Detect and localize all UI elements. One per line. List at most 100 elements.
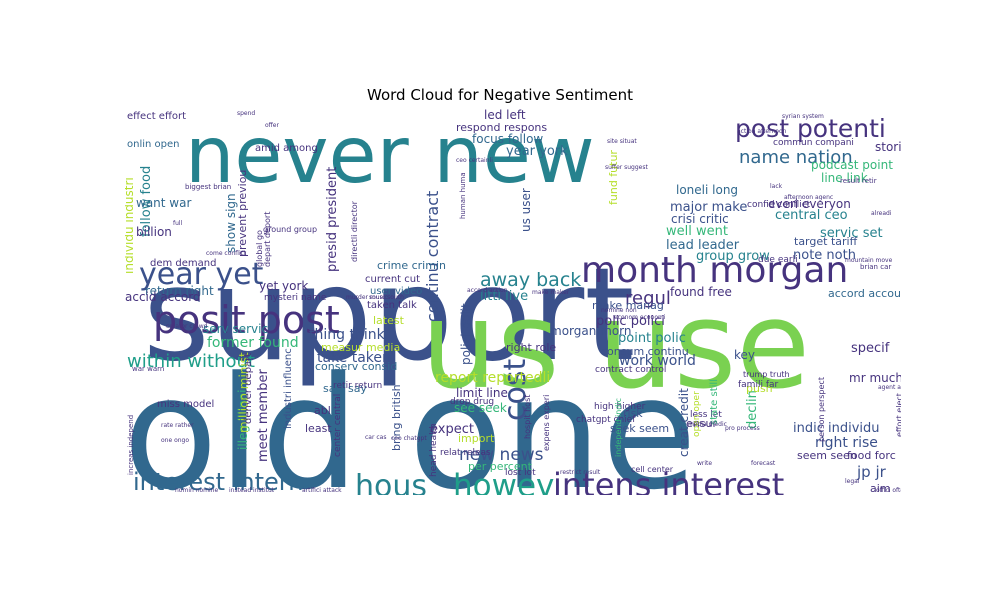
cloud-word: name nation [739,147,853,168]
cloud-word: regul [625,288,671,309]
cloud-word: chatgpt chief [576,415,636,425]
cloud-word: miss model [157,399,214,410]
cloud-word: support [143,241,634,390]
cloud-word: come conflict [206,250,247,257]
cloud-word: fund futur [607,150,620,205]
cloud-word: meet member [256,369,271,462]
cloud-word: car cas [365,434,386,441]
cloud-word: jp jr [856,463,887,481]
cloud-word: least [305,422,332,435]
cloud-word: interest intern [133,468,303,495]
cloud-word: directli director [350,200,359,262]
cloud-word: commun compani [773,138,854,148]
cloud-word: declin [745,390,760,429]
cloud-word: million minist [237,352,251,433]
cloud-word: us use [421,277,810,416]
cloud-word: seem seen [797,449,857,462]
cloud-word: agent ann [878,384,901,391]
cloud-word: artifici attack [302,487,342,494]
cloud-word: year york [506,144,568,159]
cloud-word: per percent [468,460,533,473]
cloud-word: ceo certainli [456,157,493,164]
cloud-word: hous [355,469,427,495]
cloud-word: return right [145,284,214,298]
cloud-word: taken talk [367,300,417,311]
cloud-word: month morgan [581,250,848,291]
cloud-word: creat credit [677,388,691,457]
cloud-word: target tariff [794,235,858,248]
cloud-word: found free [670,285,732,299]
cloud-word: central ceo [775,208,848,223]
cloud-word: instead institut [229,487,275,494]
cloud-word: write [697,460,712,467]
cloud-word: abl [314,404,331,417]
cloud-word: head health [429,423,439,477]
cloud-word: murder music [346,294,388,301]
cloud-word: expect [430,422,474,437]
cloud-word: within without [127,351,255,372]
cloud-word: led left [484,108,526,122]
cloud-word: consum continu [601,345,689,358]
cloud-word: aim [870,482,891,495]
cloud-word: effort elect [895,393,901,437]
cloud-word: work world [619,353,696,369]
cloud-word: biggest brian [185,183,231,191]
cloud-word: everi everyon [768,197,851,211]
cloud-word: offer [265,122,279,129]
cloud-word: nomine non [601,307,637,314]
cloud-word: bring british [390,384,403,451]
cloud-word: take taken [317,350,391,366]
cloud-word: focus follow [472,132,543,146]
cloud-word: result retir [840,177,877,185]
cloud-word: confid conflict [747,200,811,210]
cloud-word: human huma [459,172,467,219]
cloud-word: ceo chatgpt [391,435,427,442]
cloud-word: well went [666,224,728,239]
cloud-word: see seek [454,401,507,415]
cloud-word: billion [136,225,172,239]
cloud-word: loneli long [676,183,738,197]
cloud-word: lost lot [505,468,536,478]
cloud-word: offici often [876,487,901,494]
cloud-word: one ongo [161,437,189,444]
cloud-word: expens experi [542,395,551,451]
cloud-word: pro process [725,425,760,432]
cloud-word: legal [845,478,860,485]
cloud-word: measur media [321,341,400,354]
cloud-word: away back [480,269,581,291]
cloud-word: amid among [255,143,318,154]
cloud-word: accid accord [125,290,201,304]
cloud-word: stori [875,140,901,154]
cloud-word: contract control [595,365,666,375]
cloud-word: hospit host [523,395,532,439]
cloud-word: lack [770,183,783,190]
cloud-word: individu industri [125,177,136,274]
cloud-word: site situat [607,138,637,145]
cloud-word: creator crowd [166,323,208,330]
cloud-word: illeg illinoi [236,390,250,450]
cloud-word: key [734,348,755,362]
cloud-word: dem demand [150,258,216,269]
cloud-word: current cut [365,274,420,285]
cloud-word: want war [136,196,191,210]
cloud-word: crisi critic [671,212,729,226]
cloud-word: podcast point [811,158,893,172]
cloud-word: howev [453,468,554,495]
cloud-word: indic individu [793,421,880,436]
cloud-word: center central [333,394,343,457]
cloud-word: make maker [532,289,570,296]
cloud-word: restrict result [560,469,601,476]
cloud-word: seek seem [610,422,669,435]
cloud-word: serv servic [203,322,268,336]
cloud-word: nomin nomine [175,487,218,494]
cloud-word: report reportedli [435,370,550,386]
cloud-word: retir return [333,381,382,391]
chart-title: Word Cloud for Negative Sentiment [367,86,633,104]
cloud-word: relat releas [440,448,491,458]
cloud-word: denver depart [243,353,254,424]
cloud-word: prevent previou [236,170,249,257]
cloud-word: suffer suggest [605,164,648,171]
cloud-word: independ indic [614,398,623,457]
cloud-word: user video [370,286,422,297]
